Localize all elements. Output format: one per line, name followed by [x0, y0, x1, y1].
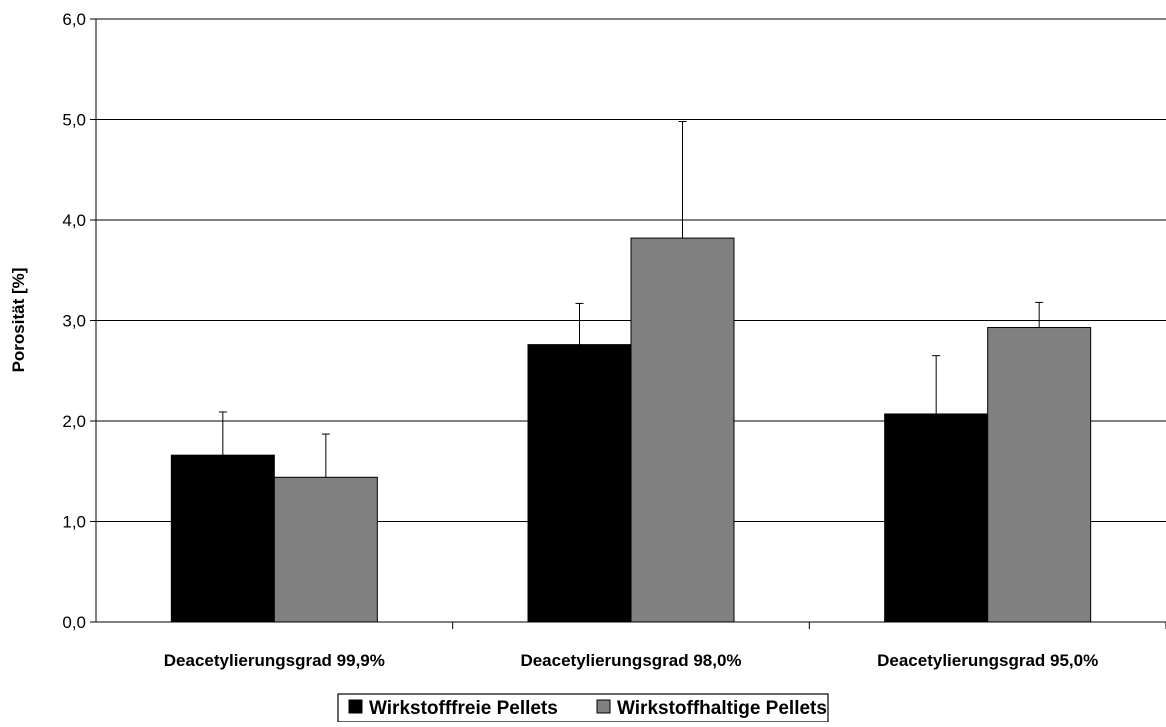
bars	[170, 237, 1092, 623]
bar	[170, 454, 275, 623]
y-tick-label: 6,0	[62, 10, 86, 29]
y-tick-label: 2,0	[62, 412, 86, 431]
legend-swatch-wirkstofffreie	[348, 699, 363, 714]
error-bars	[218, 121, 1044, 478]
x-tick-label: Deacetylierungsgrad 99,9%	[164, 651, 385, 670]
y-tick-label: 1,0	[62, 513, 86, 532]
legend-label-wirkstoffhaltige: Wirkstoffhaltige Pellets	[617, 698, 827, 719]
legend-swatch-wirkstoffhaltige	[596, 699, 611, 714]
x-tick-label: Deacetylierungsgrad 98,0%	[520, 651, 741, 670]
legend-label-wirkstofffreie: Wirkstofffreie Pellets	[369, 698, 558, 719]
legend-frame	[337, 693, 829, 723]
bar	[527, 344, 632, 623]
y-tick-label: 4,0	[62, 211, 86, 230]
y-tick-labels: 0,0 1,0 2,0 3,0 4,0 5,0 6,0	[62, 10, 86, 632]
bar	[884, 413, 989, 623]
y-axis-label: Porosität [%]	[9, 268, 28, 373]
legend: Wirkstofffreie Pellets Wirkstoffhaltige …	[337, 693, 829, 723]
x-tick-label: Deacetylierungsgrad 95,0%	[877, 651, 1098, 670]
bar	[273, 476, 378, 623]
bar	[630, 237, 735, 623]
axes	[90, 18, 1166, 629]
y-tick-label: 3,0	[62, 312, 86, 331]
bar	[987, 327, 1092, 623]
y-tick-label: 5,0	[62, 111, 86, 130]
x-tick-labels: Deacetylierungsgrad 99,9% Deacetylierungs…	[164, 651, 1098, 670]
y-tick-label: 0,0	[62, 613, 86, 632]
